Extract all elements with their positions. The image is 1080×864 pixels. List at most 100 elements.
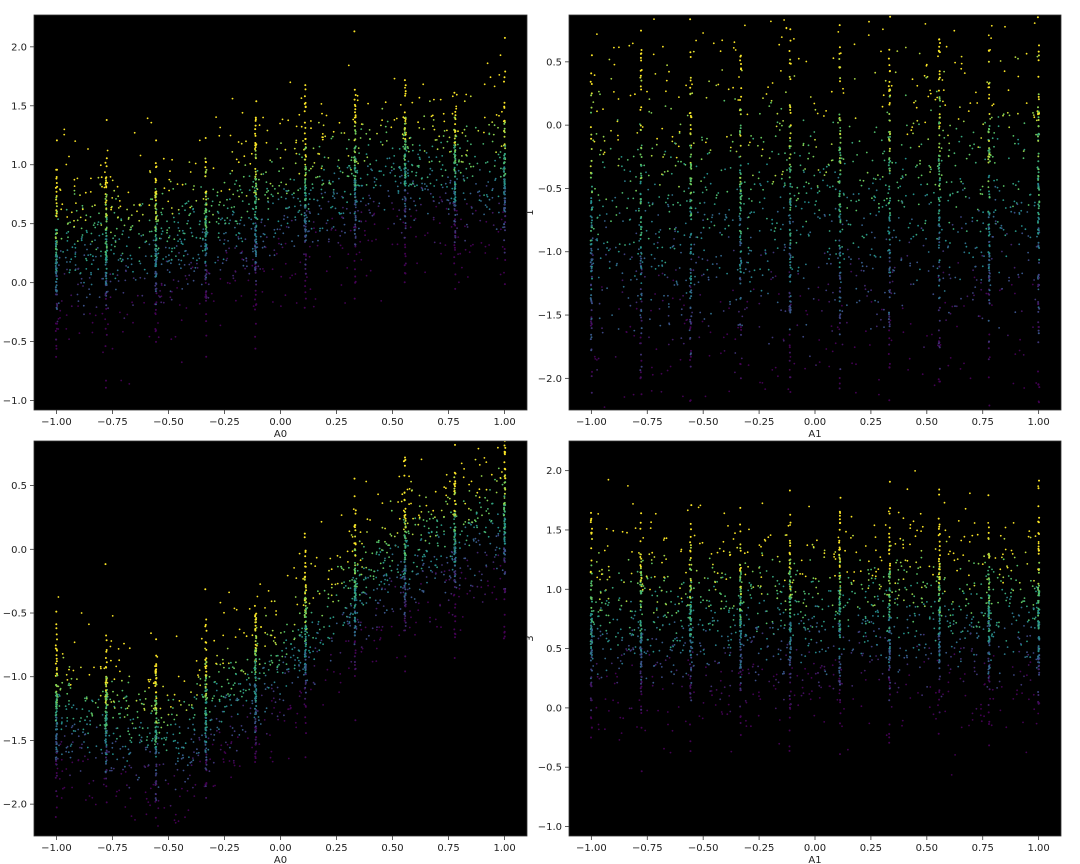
scatter-point	[1037, 93, 1040, 96]
scatter-point	[492, 133, 495, 136]
scatter-point	[104, 181, 107, 184]
scatter-point	[918, 145, 921, 148]
scatter-point	[925, 63, 928, 66]
scatter-point	[56, 255, 58, 258]
scatter-point	[888, 337, 891, 340]
scatter-point	[789, 233, 792, 236]
scatter-point	[685, 292, 688, 294]
scatter-point	[55, 278, 58, 280]
scatter-point	[739, 195, 742, 198]
scatter-point	[938, 204, 941, 206]
scatter-panel-top-right: −1.00 −0.75 −0.50 −0.25 0.00 0.25 0.50 0.75 1.00…	[525, 14, 1062, 440]
scatter-point	[407, 160, 410, 163]
scatter-point	[739, 144, 742, 147]
scatter-point	[404, 227, 407, 230]
scatter-point	[169, 804, 172, 807]
scatter-point	[668, 306, 670, 308]
scatter-point	[772, 180, 775, 183]
scatter-point	[927, 251, 930, 253]
scatter-point	[694, 275, 696, 278]
scatter-point	[227, 240, 230, 242]
scatter-point	[376, 602, 379, 604]
scatter-point	[1037, 133, 1040, 136]
scatter-point	[838, 58, 841, 60]
scatter-point	[254, 222, 257, 225]
scatter-point	[355, 160, 358, 163]
scatter-point	[640, 300, 643, 303]
scatter-point	[96, 247, 99, 249]
scatter-point	[788, 145, 791, 148]
scatter-point	[825, 289, 828, 292]
scatter-point	[144, 255, 147, 257]
scatter-point	[740, 416, 742, 418]
scatter-point	[323, 156, 326, 159]
scatter-point	[85, 257, 87, 260]
scatter-point	[888, 161, 891, 164]
scatter-point	[1004, 234, 1007, 237]
scatter-point	[689, 146, 692, 149]
scatter-point	[924, 121, 927, 124]
scatter-point	[154, 210, 157, 213]
scatter-point	[101, 312, 104, 315]
scatter-point	[938, 146, 941, 149]
scatter-point	[237, 141, 240, 143]
scatter-point	[682, 342, 685, 345]
scatter-point	[639, 128, 642, 131]
scatter-point	[204, 278, 207, 280]
scatter-point	[160, 211, 163, 214]
scatter-point	[962, 120, 965, 123]
scatter-point	[219, 201, 221, 204]
scatter-point	[114, 277, 117, 280]
scatter-point	[259, 235, 262, 238]
scatter-point	[643, 257, 646, 260]
scatter-point	[988, 193, 991, 196]
scatter-point	[608, 267, 611, 269]
scatter-point	[97, 698, 100, 701]
scatter-point	[874, 71, 877, 74]
scatter-point	[888, 323, 891, 326]
scatter-point	[366, 156, 369, 159]
scatter-point	[139, 276, 142, 279]
scatter-point	[103, 186, 106, 189]
scatter-point	[689, 327, 692, 330]
scatter-point	[605, 213, 608, 215]
scatter-point	[55, 202, 58, 205]
scatter-point	[98, 212, 100, 215]
scatter-point	[938, 219, 940, 222]
scatter-point	[636, 132, 639, 134]
scatter-point	[254, 148, 256, 150]
x-tick-label: −1.00	[41, 417, 72, 428]
scatter-point	[180, 240, 183, 243]
scatter-point	[388, 556, 390, 558]
scatter-point	[503, 209, 506, 212]
scatter-point	[899, 185, 902, 188]
scatter-point	[172, 188, 175, 190]
scatter-point	[90, 273, 92, 276]
scatter-point	[1016, 203, 1019, 206]
scatter-point	[141, 213, 144, 216]
scatter-point	[369, 138, 371, 141]
scatter-point	[237, 236, 240, 238]
scatter-point	[132, 277, 135, 279]
scatter-point	[739, 434, 741, 436]
scatter-point	[254, 245, 257, 248]
scatter-point	[676, 282, 678, 284]
scatter-point	[869, 212, 872, 215]
scatter-point	[799, 164, 802, 167]
scatter-point	[667, 203, 669, 206]
scatter-point	[456, 163, 458, 166]
scatter-point	[171, 290, 173, 293]
scatter-point	[403, 209, 406, 212]
scatter-point	[846, 207, 849, 209]
scatter-point	[404, 205, 407, 208]
scatter-point	[466, 140, 469, 142]
scatter-point	[383, 208, 386, 211]
scatter-point	[116, 790, 118, 793]
scatter-point	[443, 120, 446, 123]
scatter-point	[67, 236, 69, 239]
scatter-point	[788, 125, 791, 128]
scatter-point	[225, 251, 228, 254]
scatter-point	[598, 302, 601, 305]
scatter-point	[749, 212, 751, 215]
scatter-point	[304, 297, 307, 300]
